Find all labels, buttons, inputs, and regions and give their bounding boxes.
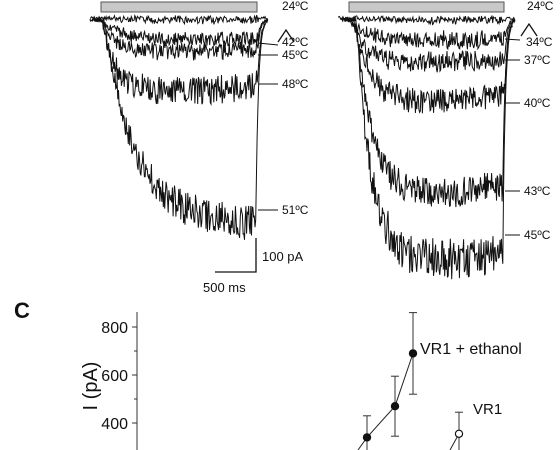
trace-right-45 <box>345 17 514 280</box>
data-point <box>362 433 372 442</box>
panel-right: 24ºC 34ºC 37ºC 40ºC 43ºC 45ºC <box>337 0 554 280</box>
leader-right-34 <box>504 38 521 41</box>
y-tick-label: 400 <box>101 416 128 433</box>
caret-left <box>277 28 295 43</box>
panel-c: C I (pA) 400 600 800 VR1 + ethanol VR1 <box>14 298 522 450</box>
temp-label-right-24: 24ºC <box>527 0 554 13</box>
y-axis-label: I (pA) <box>80 362 102 411</box>
data-point <box>454 429 464 438</box>
series-label: VR1 + ethanol <box>420 341 522 358</box>
data-point <box>390 402 400 411</box>
trace-right-24 <box>337 14 515 26</box>
iv-chart: I (pA) 400 600 800 VR1 + ethanol VR1 <box>80 312 522 450</box>
y-tick-label: 800 <box>101 320 128 337</box>
trace-left-48 <box>91 17 269 106</box>
panel-left: 24ºC 42ºC 45ºC 48ºC 51ºC 100 pA 500 ms <box>89 0 309 295</box>
scale-current-label: 100 pA <box>262 249 304 264</box>
trace-right-37 <box>341 17 516 73</box>
series-line-vr1-ethanol <box>357 353 414 450</box>
temp-label-left-51: 51ºC <box>282 203 309 217</box>
temp-label-left-42: 42ºC <box>282 35 309 49</box>
data-point <box>408 349 418 358</box>
trace-right-43 <box>346 16 513 208</box>
current-traces-left <box>89 14 269 240</box>
scale-time-label: 500 ms <box>203 280 246 295</box>
trace-right-34 <box>339 17 516 51</box>
temp-label-right-40: 40ºC <box>524 96 551 110</box>
y-tick-label: 600 <box>101 368 128 385</box>
caret-right <box>520 22 538 37</box>
scale-bar <box>215 238 257 273</box>
temp-label-right-45: 45ºC <box>524 228 551 242</box>
trace-right-40 <box>343 17 516 114</box>
temp-label-left-48: 48ºC <box>282 77 309 91</box>
temp-label-left-45: 45ºC <box>282 48 309 62</box>
temp-label-right-43: 43ºC <box>524 184 551 198</box>
stimulus-bar-left <box>100 1 258 13</box>
stimulus-bar-right <box>348 1 505 13</box>
current-traces-right <box>337 14 516 280</box>
leader-left-42 <box>257 42 279 46</box>
temp-label-right-34: 34ºC <box>526 35 553 49</box>
temp-label-left-24: 24ºC <box>282 0 309 13</box>
trace-left-42 <box>89 17 269 48</box>
panel-c-letter: C <box>14 298 30 323</box>
temp-label-right-37: 37ºC <box>524 53 551 67</box>
series-label: VR1 <box>473 401 502 418</box>
trace-left-45 <box>89 17 269 61</box>
trace-left-51 <box>93 16 266 240</box>
trace-left-24 <box>89 14 269 26</box>
